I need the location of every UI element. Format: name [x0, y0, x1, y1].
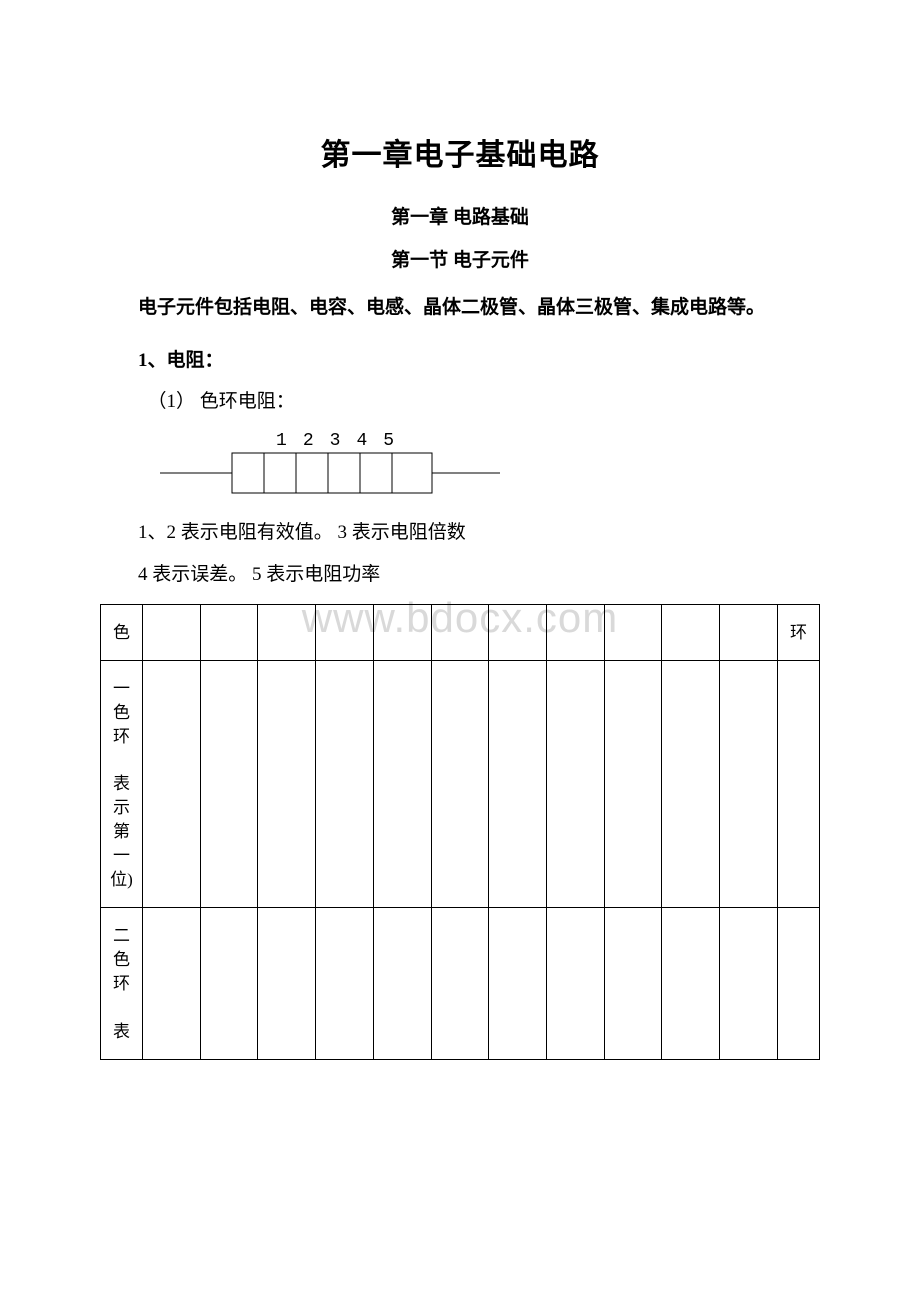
table-cell — [547, 604, 605, 661]
table-cell — [662, 604, 720, 661]
table-cell — [143, 604, 201, 661]
explain-line-1: 1、2 表示电阻有效值。 3 表示电阻倍数 — [138, 519, 820, 548]
table-cell — [547, 661, 605, 908]
table-cell — [778, 908, 820, 1060]
band-label-5: 5 — [383, 431, 410, 451]
table-row: 二色环 表 — [101, 908, 820, 1060]
table-cell — [720, 604, 778, 661]
table-row: 一色环 表示第一 位) — [101, 661, 820, 908]
table-cell — [431, 908, 489, 1060]
table-cell — [489, 604, 547, 661]
table-cell — [662, 661, 720, 908]
table-cell — [720, 661, 778, 908]
table-cell — [143, 908, 201, 1060]
table-cell — [720, 908, 778, 1060]
band-label-2: 2 — [303, 431, 330, 451]
section-title: 第一节 电子元件 — [100, 245, 820, 272]
table-cell — [431, 661, 489, 908]
table-cell — [200, 908, 258, 1060]
table-cell — [316, 908, 374, 1060]
band-label-4: 4 — [356, 431, 383, 451]
band-label-1: 1 — [276, 431, 303, 451]
table-cell: 环 — [778, 604, 820, 661]
intro-paragraph: 电子元件包括电阻、电容、电感、晶体二极管、晶体三极管、集成电路等。 — [100, 294, 820, 323]
table-cell — [258, 908, 316, 1060]
explain-line-2: 4 表示误差。 5 表示电阻功率 — [138, 561, 820, 590]
chapter-subtitle: 第一章 电路基础 — [100, 202, 820, 229]
table-cell — [143, 661, 201, 908]
chapter-title: 第一章电子基础电路 — [100, 130, 820, 174]
table-cell — [662, 908, 720, 1060]
table-cell: 二色环 表 — [101, 908, 143, 1060]
resistor-svg — [160, 451, 500, 495]
document-page: 第一章电子基础电路 第一章 电路基础 第一节 电子元件 电子元件包括电阻、电容、… — [0, 0, 920, 1100]
table-cell — [373, 604, 431, 661]
table-cell — [489, 908, 547, 1060]
table-cell — [778, 661, 820, 908]
table-cell — [258, 661, 316, 908]
color-ring-table: 色 环 一色环 表示第一 位) — [100, 604, 820, 1061]
table-cell — [489, 661, 547, 908]
table-row: 色 环 — [101, 604, 820, 661]
item-1-header: 1、电阻： — [138, 345, 820, 372]
band-label-3: 3 — [330, 431, 357, 451]
table-cell: 一色环 表示第一 位) — [101, 661, 143, 908]
resistor-diagram: 12345 — [160, 431, 820, 495]
table-cell — [431, 604, 489, 661]
item-1-sub-1: （1） 色环电阻： — [148, 386, 821, 413]
table-cell — [258, 604, 316, 661]
table-cell — [604, 604, 662, 661]
resistor-band-numbers: 12345 — [276, 431, 820, 451]
table-cell — [604, 661, 662, 908]
resistor-body — [232, 453, 432, 493]
table-cell — [373, 908, 431, 1060]
table-cell — [200, 604, 258, 661]
table-cell — [200, 661, 258, 908]
table-cell — [547, 908, 605, 1060]
table-cell — [316, 661, 374, 908]
table-cell — [604, 908, 662, 1060]
table-cell — [316, 604, 374, 661]
table-cell: 色 — [101, 604, 143, 661]
table-cell — [373, 661, 431, 908]
